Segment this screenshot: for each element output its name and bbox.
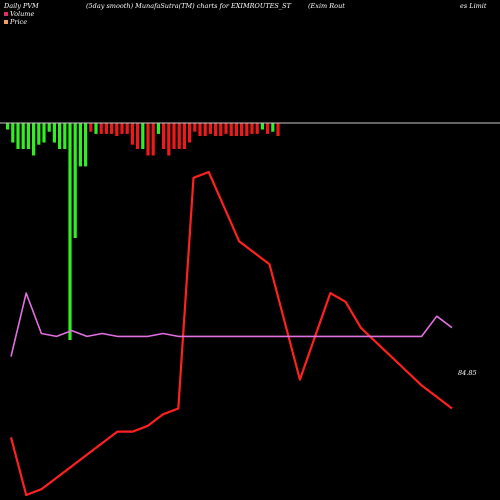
volume-bar xyxy=(214,123,218,136)
chart-header-title: (5day smooth) MunafaSutra(TM) charts for… xyxy=(86,2,291,10)
volume-bar xyxy=(151,123,155,156)
volume-bar xyxy=(193,123,197,132)
volume-bar xyxy=(99,123,103,134)
volume-bar xyxy=(198,123,202,136)
volume-bar xyxy=(177,123,181,149)
volume-bar xyxy=(276,123,280,136)
volume-bar xyxy=(21,123,25,149)
volume-bar xyxy=(245,123,249,136)
volume-bar xyxy=(162,123,166,149)
volume-bar xyxy=(188,123,192,143)
volume-bar xyxy=(37,123,41,145)
volume-bar xyxy=(156,123,160,134)
legend-price: Price xyxy=(4,18,27,26)
volume-bar xyxy=(182,123,186,149)
legend-volume-swatch xyxy=(4,12,8,16)
legend-price-label: Price xyxy=(10,18,28,26)
volume-bar xyxy=(255,123,259,134)
volume-bar xyxy=(11,123,15,143)
price-line xyxy=(10,292,453,357)
volume-bar xyxy=(250,123,254,134)
volume-bar xyxy=(32,123,36,156)
volume-bar xyxy=(73,123,77,238)
volume-bar xyxy=(110,123,114,134)
volume-bar xyxy=(63,123,67,149)
volume-bar xyxy=(271,123,275,132)
volume-bar xyxy=(58,123,62,149)
volume-bar xyxy=(115,123,119,136)
chart-header-left: Daily PVM xyxy=(4,2,39,10)
volume-bar xyxy=(266,123,270,134)
volume-bar xyxy=(125,123,129,134)
volume-bar xyxy=(26,123,30,149)
volume-bar xyxy=(84,123,88,167)
volume-bar xyxy=(78,123,82,167)
volume-bar xyxy=(104,123,108,134)
volume-bar xyxy=(141,123,145,149)
volume-bar xyxy=(229,123,233,136)
volume-bar xyxy=(260,123,264,130)
legend-volume-label: Volume xyxy=(10,10,35,18)
volume-bar xyxy=(136,123,140,149)
volume-bar xyxy=(89,123,93,132)
volume-bar xyxy=(47,123,51,132)
volume-bar xyxy=(6,123,10,130)
volume-bar xyxy=(16,123,20,149)
volume-bar xyxy=(130,123,134,145)
volume-bar xyxy=(172,123,176,149)
pvm-line xyxy=(9,170,453,497)
volume-bar xyxy=(167,123,171,156)
volume-bar xyxy=(224,123,228,134)
price-value-label: 84.85 xyxy=(458,369,477,377)
volume-bar xyxy=(52,123,56,143)
legend-price-swatch xyxy=(4,20,8,24)
volume-bar xyxy=(42,123,46,143)
chart-header-company-part2: es Limit xyxy=(460,2,487,10)
legend-volume: Volume xyxy=(4,10,34,18)
volume-bar xyxy=(234,123,238,136)
volume-bar xyxy=(240,123,244,136)
volume-bar xyxy=(94,123,98,134)
chart-header-company-part1: (Exim Rout xyxy=(308,2,345,10)
volume-bar xyxy=(219,123,223,136)
volume-bar xyxy=(208,123,212,134)
volume-bar xyxy=(203,123,207,136)
volume-bar xyxy=(68,123,72,340)
volume-bar xyxy=(120,123,124,134)
volume-bar xyxy=(146,123,150,156)
